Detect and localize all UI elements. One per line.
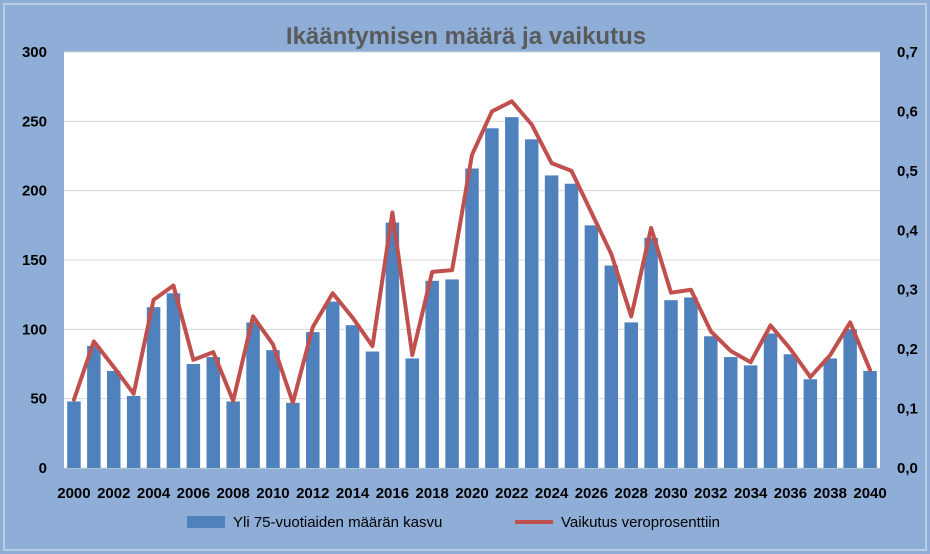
x-tick-label: 2014 — [336, 485, 370, 502]
bar-2028 — [624, 322, 638, 468]
bar-2038 — [823, 358, 837, 468]
bar-2027 — [604, 265, 619, 468]
bar-2021 — [485, 128, 499, 468]
x-tick-label: 2038 — [814, 485, 847, 502]
bar-2005 — [166, 293, 181, 468]
bar-2015 — [365, 351, 380, 468]
x-tick-label: 2002 — [97, 485, 130, 502]
bar-2022 — [505, 117, 519, 468]
x-tick-label: 2010 — [256, 485, 289, 502]
x-tick-label: 2008 — [216, 485, 249, 502]
legend: Yli 75-vuotiaiden määrän kasvu Vaikutus … — [187, 514, 720, 531]
right-tick-label: 0,2 — [897, 341, 918, 358]
bar-2037 — [803, 379, 818, 468]
bar-2039 — [843, 329, 857, 468]
bar-2007 — [206, 357, 221, 468]
x-tick-label: 2018 — [416, 485, 449, 502]
right-axis-ticks: 0,0 0,1 0,2 0,3 0,4 0,5 0,6 0,7 — [897, 44, 919, 477]
left-axis-ticks: 0 50 100 150 200 250 300 — [22, 44, 47, 477]
line-series-vaikutus — [71, 99, 873, 405]
right-tick-label: 0,5 — [897, 163, 918, 180]
left-tick-label: 250 — [22, 113, 47, 130]
right-tick-label: 0,7 — [897, 44, 918, 61]
x-tick-label: 2020 — [455, 485, 488, 502]
bar-2030 — [664, 300, 678, 468]
x-tick-label: 2016 — [376, 485, 409, 502]
left-tick-label: 50 — [30, 391, 47, 408]
x-tick-label: 2022 — [495, 485, 528, 502]
x-tick-label: 2012 — [296, 485, 329, 502]
bar-2019 — [445, 279, 459, 468]
bar-2034 — [743, 365, 758, 468]
bar-2016 — [385, 222, 400, 468]
bar-2035 — [763, 333, 778, 468]
legend-label-line: Vaikutus veroprosenttiin — [561, 514, 720, 531]
x-tick-label: 2026 — [575, 485, 608, 502]
right-tick-label: 0,4 — [897, 222, 919, 239]
x-tick-label: 2040 — [853, 485, 886, 502]
bar-2025 — [564, 183, 579, 468]
legend-swatch-bar — [187, 516, 225, 528]
x-tick-label: 2036 — [774, 485, 807, 502]
bar-2000 — [67, 401, 81, 468]
bar-2014 — [345, 325, 360, 468]
bar-2013 — [325, 301, 340, 468]
x-tick-label: 2034 — [734, 485, 768, 502]
bar-2006 — [186, 364, 201, 468]
bar-2010 — [266, 350, 280, 468]
frame-border — [3, 3, 927, 551]
x-tick-label: 2028 — [615, 485, 648, 502]
bar-2002 — [107, 370, 121, 468]
x-tick-label: 2004 — [137, 485, 171, 502]
bar-2012 — [306, 332, 320, 468]
bar-2011 — [286, 402, 300, 468]
bar-2036 — [783, 354, 798, 468]
bar-2032 — [704, 336, 718, 468]
bar-2031 — [684, 297, 698, 468]
bar-2024 — [544, 175, 559, 468]
bar-2040 — [863, 370, 877, 468]
bar-2029 — [644, 237, 658, 468]
bar-2009 — [246, 322, 260, 468]
left-tick-label: 200 — [22, 183, 47, 200]
bar-2017 — [405, 358, 420, 468]
legend-label-bar: Yli 75-vuotiaiden määrän kasvu — [233, 514, 442, 531]
left-tick-label: 0 — [39, 460, 47, 477]
bar-2004 — [146, 307, 161, 468]
x-tick-label: 2032 — [694, 485, 727, 502]
bar-2026 — [584, 225, 599, 468]
bar-2033 — [723, 357, 738, 468]
x-tick-label: 2006 — [177, 485, 210, 502]
right-tick-label: 0,1 — [897, 401, 918, 418]
right-tick-label: 0,6 — [897, 103, 918, 120]
x-tick-label: 2030 — [654, 485, 687, 502]
right-tick-label: 0,3 — [897, 282, 918, 299]
x-tick-label: 2024 — [535, 485, 569, 502]
bar-2018 — [425, 280, 439, 468]
bar-2008 — [226, 401, 240, 468]
bar-2023 — [524, 139, 539, 469]
bar-2003 — [126, 395, 141, 468]
left-tick-label: 300 — [22, 44, 47, 61]
bar-2001 — [87, 345, 101, 468]
bar-series — [67, 117, 877, 469]
right-tick-label: 0,0 — [897, 460, 918, 477]
left-tick-label: 100 — [22, 321, 47, 338]
left-tick-label: 150 — [22, 252, 47, 269]
chart-title: Ikääntymisen määrä ja vaikutus — [286, 23, 646, 50]
x-tick-label: 2000 — [57, 485, 90, 502]
x-axis-ticks: 2000 2002 2004 2006 2008 2010 2012 2014 2016 2018… — [57, 485, 886, 502]
bar-2020 — [465, 168, 479, 469]
